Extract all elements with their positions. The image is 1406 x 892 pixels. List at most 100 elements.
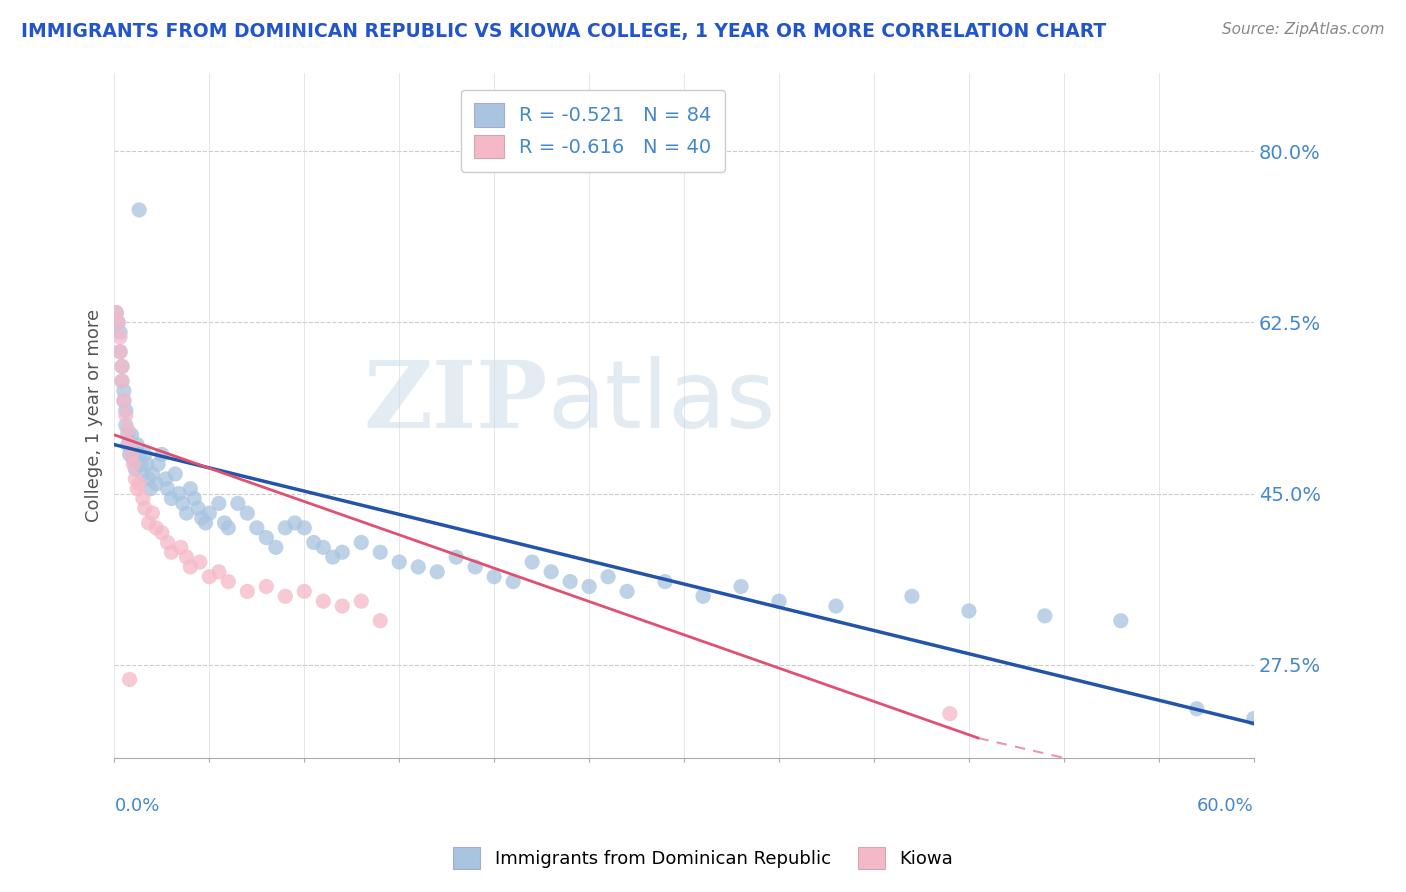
Point — [108, 344, 131, 359]
Point — [312, 594, 335, 608]
Text: Source: ZipAtlas.com: Source: ZipAtlas.com — [1222, 22, 1385, 37]
Point — [112, 393, 135, 408]
Point — [406, 560, 429, 574]
Point — [330, 545, 353, 559]
Point — [730, 580, 752, 594]
Point — [112, 384, 135, 398]
Point — [108, 330, 131, 344]
Point — [284, 516, 307, 530]
Legend: R = -0.521   N = 84, R = -0.616   N = 40: R = -0.521 N = 84, R = -0.616 N = 40 — [461, 89, 725, 172]
Text: ZIP: ZIP — [363, 357, 547, 447]
Point — [132, 491, 155, 506]
Point — [183, 491, 205, 506]
Y-axis label: College, 1 year or more: College, 1 year or more — [86, 309, 103, 522]
Point — [117, 428, 139, 442]
Point — [264, 541, 287, 555]
Point — [444, 550, 467, 565]
Point — [558, 574, 581, 589]
Point — [139, 482, 162, 496]
Point — [350, 594, 373, 608]
Point — [114, 409, 136, 423]
Point — [172, 496, 194, 510]
Point — [368, 614, 391, 628]
Point — [540, 565, 562, 579]
Text: 0.0%: 0.0% — [114, 797, 160, 814]
Point — [214, 516, 236, 530]
Point — [901, 589, 924, 603]
Point — [292, 584, 315, 599]
Point — [160, 545, 183, 559]
Point — [111, 359, 134, 374]
Point — [105, 305, 128, 319]
Point — [578, 580, 600, 594]
Point — [208, 496, 231, 510]
Point — [825, 599, 848, 613]
Legend: Immigrants from Dominican Republic, Kiowa: Immigrants from Dominican Republic, Kiow… — [444, 838, 962, 879]
Point — [135, 457, 157, 471]
Point — [246, 521, 269, 535]
Point — [654, 574, 676, 589]
Point — [138, 516, 160, 530]
Point — [217, 521, 239, 535]
Point — [194, 516, 217, 530]
Point — [350, 535, 373, 549]
Point — [1243, 712, 1265, 726]
Point — [188, 555, 211, 569]
Point — [122, 452, 145, 467]
Point — [127, 438, 149, 452]
Point — [146, 457, 169, 471]
Point — [302, 535, 325, 549]
Point — [388, 555, 411, 569]
Point — [217, 574, 239, 589]
Point — [150, 447, 173, 461]
Point — [312, 541, 335, 555]
Point — [1109, 614, 1132, 628]
Point — [112, 393, 135, 408]
Point — [179, 560, 201, 574]
Point — [520, 555, 543, 569]
Point — [114, 403, 136, 417]
Point — [132, 467, 155, 481]
Point — [179, 482, 201, 496]
Point — [167, 486, 190, 500]
Point — [129, 457, 152, 471]
Point — [187, 501, 209, 516]
Point — [198, 570, 221, 584]
Point — [156, 535, 179, 549]
Point — [322, 550, 344, 565]
Point — [128, 476, 150, 491]
Point — [107, 315, 129, 329]
Point — [1185, 702, 1208, 716]
Point — [145, 521, 167, 535]
Point — [134, 447, 156, 461]
Point — [616, 584, 638, 599]
Point — [118, 673, 141, 687]
Point — [254, 580, 277, 594]
Point — [368, 545, 391, 559]
Point — [118, 447, 141, 461]
Point — [124, 472, 146, 486]
Point — [170, 541, 193, 555]
Point — [156, 482, 179, 496]
Point — [292, 521, 315, 535]
Point — [128, 202, 150, 217]
Point — [176, 506, 198, 520]
Point — [117, 423, 139, 437]
Point — [134, 501, 156, 516]
Point — [208, 565, 231, 579]
Point — [598, 570, 620, 584]
Text: IMMIGRANTS FROM DOMINICAN REPUBLIC VS KIOWA COLLEGE, 1 YEAR OR MORE CORRELATION : IMMIGRANTS FROM DOMINICAN REPUBLIC VS KI… — [21, 22, 1107, 41]
Point — [111, 374, 134, 388]
Point — [190, 511, 212, 525]
Point — [117, 438, 139, 452]
Point — [122, 457, 145, 471]
Point — [127, 482, 149, 496]
Point — [160, 491, 183, 506]
Point — [1033, 608, 1056, 623]
Point — [114, 418, 136, 433]
Point — [111, 359, 134, 374]
Point — [254, 531, 277, 545]
Point — [198, 506, 221, 520]
Point — [482, 570, 505, 584]
Point — [150, 525, 173, 540]
